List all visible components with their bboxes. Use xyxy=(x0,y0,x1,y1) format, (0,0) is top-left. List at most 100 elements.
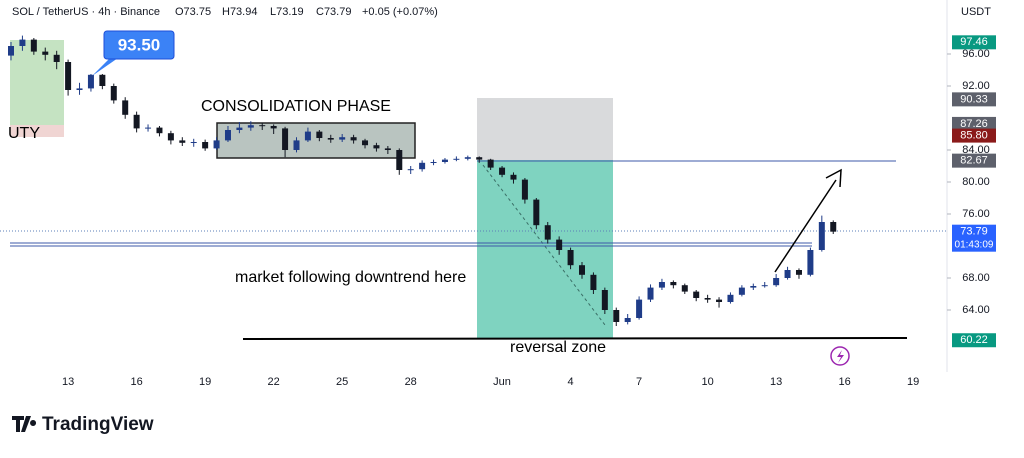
candle-body xyxy=(76,88,83,90)
zone-box xyxy=(10,40,64,125)
candle-body xyxy=(624,318,631,322)
x-tick-label: 16 xyxy=(839,376,851,388)
x-tick-label: 16 xyxy=(130,376,142,388)
target-zone xyxy=(477,160,613,338)
change: +0.05 (+0.07%) xyxy=(362,6,438,18)
y-tick-label: 64.00 xyxy=(962,304,990,316)
candle-body xyxy=(259,125,266,127)
candle-body xyxy=(441,159,448,162)
candle-body xyxy=(373,145,380,149)
candle-body xyxy=(533,199,540,226)
candle-body xyxy=(476,157,483,160)
price-badge-label: 82.67 xyxy=(960,155,988,167)
trend-note: market following downtrend here xyxy=(235,269,466,286)
candle-body xyxy=(693,291,700,298)
price-badge xyxy=(952,116,996,131)
candle-body xyxy=(247,125,254,128)
candle-body xyxy=(636,299,643,318)
candle-body xyxy=(658,282,665,288)
candle-body xyxy=(510,174,517,180)
x-tick-label: Jun xyxy=(493,376,511,388)
callout-box xyxy=(103,30,175,60)
price-badge-label: 87.26 xyxy=(960,118,988,130)
candle-body xyxy=(350,137,357,141)
y-tick-label: 68.00 xyxy=(962,272,990,284)
price-countdown: 01:43:09 xyxy=(955,239,994,250)
x-tick-label: 19 xyxy=(199,376,211,388)
price-badge-label: 73.79 xyxy=(960,226,988,238)
y-tick-label: 76.00 xyxy=(962,208,990,220)
event-icon xyxy=(837,350,844,363)
candle-body xyxy=(396,150,403,170)
ohlc-low: L73.19 xyxy=(270,6,304,18)
y-tick-label: 80.00 xyxy=(962,176,990,188)
x-tick-label: 10 xyxy=(701,376,713,388)
candle-body xyxy=(727,294,734,302)
candle-body xyxy=(453,158,460,160)
callout-text: 93.50 xyxy=(118,35,161,54)
candle-body xyxy=(133,114,140,129)
candle-body xyxy=(53,54,60,62)
price-badge-label: 90.33 xyxy=(960,93,988,105)
candle-body xyxy=(830,222,837,232)
ohlc-high: H73.94 xyxy=(222,6,257,18)
price-badge-label: 97.46 xyxy=(960,36,988,48)
candle-body xyxy=(795,270,802,275)
brand-logo xyxy=(12,416,37,432)
candle-body xyxy=(521,179,528,200)
phase-label: CONSOLIDATION PHASE xyxy=(201,98,391,115)
candle-body xyxy=(304,131,311,141)
candle-body xyxy=(567,250,574,266)
price-badge xyxy=(952,92,996,107)
price-badge xyxy=(952,224,996,252)
candle-body xyxy=(145,127,152,129)
candle-body xyxy=(556,239,563,250)
candle-body xyxy=(202,142,209,149)
candle-body xyxy=(167,133,174,141)
stop-zone xyxy=(477,98,613,160)
candle-body xyxy=(704,298,711,300)
candle-body xyxy=(236,127,243,130)
candle-body xyxy=(224,130,231,141)
candle-body xyxy=(179,140,186,143)
candle-body xyxy=(647,287,654,300)
support-line xyxy=(242,337,908,340)
candle-body xyxy=(464,157,471,159)
candle-body xyxy=(716,299,723,302)
y-tick-label: 96.00 xyxy=(962,48,990,60)
candle-body xyxy=(19,39,26,46)
candle-body xyxy=(419,162,426,170)
candle-body xyxy=(818,222,825,250)
x-tick-label: 13 xyxy=(62,376,74,388)
candle-body xyxy=(670,282,677,286)
candle-body xyxy=(65,62,72,90)
price-badge-label: 60.22 xyxy=(960,334,988,346)
candle-body xyxy=(362,140,369,146)
candle-body xyxy=(42,51,49,55)
candle-body xyxy=(807,250,814,275)
ohlc-open: O73.75 xyxy=(175,6,211,18)
price-badge xyxy=(952,35,996,50)
arrow-head xyxy=(825,168,842,188)
candle-body xyxy=(487,159,494,168)
candle-body xyxy=(316,131,323,138)
left-label: UTY xyxy=(8,125,40,142)
candle-body xyxy=(579,265,585,275)
candle-body xyxy=(8,46,14,56)
candle-body xyxy=(681,285,688,292)
candle-body xyxy=(270,126,277,129)
x-tick-label: 13 xyxy=(770,376,782,388)
y-tick-label: 92.00 xyxy=(962,80,990,92)
candle-body xyxy=(544,225,551,240)
candle-body xyxy=(407,169,414,171)
candle-body xyxy=(156,127,163,134)
price-badge xyxy=(952,153,996,168)
arrow-shaft xyxy=(774,179,837,273)
symbol: SOL / TetherUS · 4h · Binance xyxy=(12,6,160,18)
candle-body xyxy=(87,74,94,89)
event-icon[interactable] xyxy=(830,346,850,366)
zone-label: reversal zone xyxy=(510,339,606,356)
candle-body xyxy=(293,140,300,150)
candle-body xyxy=(601,290,608,310)
